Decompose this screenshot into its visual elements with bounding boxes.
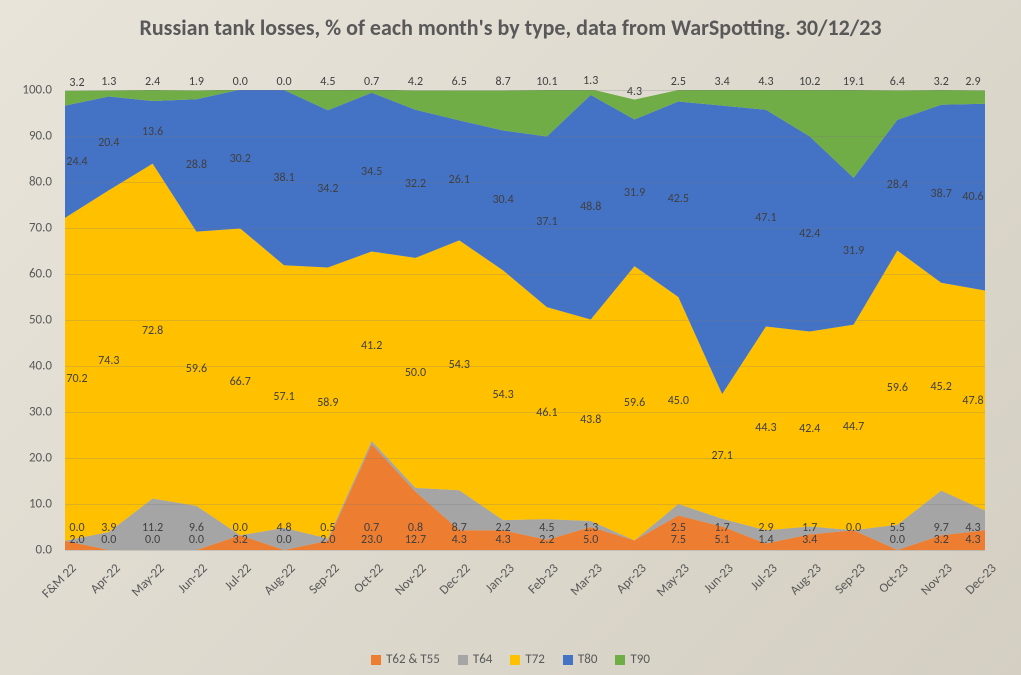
x-tick-label: Jun-23	[701, 561, 736, 596]
y-tick-label: 70.0	[29, 221, 52, 236]
x-tick-label: Dec-22	[437, 561, 474, 598]
y-tick-label: 40.0	[29, 359, 52, 374]
x-tick-label: Jul-22	[222, 561, 255, 594]
y-tick-label: 60.0	[29, 267, 52, 282]
y-tick-label: 50.0	[29, 313, 52, 328]
data-label: 1.3	[101, 75, 116, 89]
gridline	[65, 412, 985, 413]
legend-item: T90	[615, 652, 650, 667]
gridline	[65, 504, 985, 505]
legend-label: T72	[525, 652, 545, 667]
legend-swatch	[615, 655, 625, 665]
plot-area: 2.00.00.00.03.20.02.023.012.74.34.32.25.…	[65, 90, 985, 550]
gridline	[65, 136, 985, 137]
legend-label: T62 & T55	[386, 652, 440, 667]
data-label: 10.2	[799, 75, 820, 89]
data-label: 10.1	[536, 75, 557, 89]
y-axis: 0.010.020.030.040.050.060.070.080.090.01…	[0, 90, 60, 550]
gridline	[65, 458, 985, 459]
x-tick-label: Aug-22	[261, 561, 298, 598]
x-tick-label: Oct-22	[351, 561, 387, 597]
x-tick-label: Dec-23	[963, 561, 1000, 598]
x-tick-label: Mar-23	[567, 561, 605, 599]
x-tick-label: Oct-23	[876, 561, 912, 597]
data-label: 4.3	[758, 75, 773, 89]
legend-item: T80	[563, 652, 598, 667]
data-label: 4.5	[320, 75, 335, 89]
x-tick-label: Jun-22	[176, 561, 211, 596]
x-axis: F&M 22Apr-22May-22Jun-22Jul-22Aug-22Sep-…	[65, 555, 985, 635]
legend-item: T72	[510, 652, 545, 667]
data-label: 0.0	[233, 75, 248, 89]
x-tick-label: F&M 22	[39, 561, 79, 601]
x-tick-label: Sep-23	[832, 561, 868, 597]
chart-title: Russian tank losses, % of each month's b…	[0, 14, 1021, 42]
legend-swatch	[510, 655, 520, 665]
gridline	[65, 182, 985, 183]
gridline	[65, 550, 985, 551]
y-tick-label: 20.0	[29, 451, 52, 466]
x-tick-label: May-23	[654, 561, 693, 600]
x-tick-label: Jan-23	[483, 561, 518, 596]
legend-swatch	[371, 655, 381, 665]
data-label: 6.5	[452, 75, 467, 89]
data-label: 19.1	[843, 75, 864, 89]
gridline	[65, 228, 985, 229]
legend-label: T80	[578, 652, 598, 667]
data-label: 3.2	[934, 75, 949, 89]
data-label: 4.2	[408, 75, 423, 89]
legend: T62 & T55 T64 T72 T80 T90	[0, 652, 1021, 667]
x-tick-label: Apr-22	[88, 561, 124, 597]
data-label: 6.4	[890, 75, 905, 89]
gridline	[65, 90, 985, 91]
gridline	[65, 320, 985, 321]
x-tick-label: May-22	[128, 561, 167, 600]
x-tick-label: Nov-22	[393, 561, 430, 598]
y-tick-label: 100.0	[22, 83, 52, 98]
data-label: 1.3	[583, 74, 598, 88]
data-label: 8.7	[495, 75, 510, 89]
y-tick-label: 90.0	[29, 129, 52, 144]
gridline	[65, 366, 985, 367]
legend-swatch	[563, 655, 573, 665]
data-label: 1.9	[189, 75, 204, 89]
chart-container: Russian tank losses, % of each month's b…	[0, 0, 1021, 675]
data-label: 2.4	[145, 75, 160, 89]
x-tick-label: Sep-22	[306, 561, 342, 597]
y-tick-label: 10.0	[29, 497, 52, 512]
data-label: 2.5	[671, 75, 686, 89]
legend-item: T62 & T55	[371, 652, 440, 667]
legend-item: T64	[458, 652, 493, 667]
legend-swatch	[458, 655, 468, 665]
y-tick-label: 0.0	[36, 543, 52, 558]
legend-label: T64	[473, 652, 493, 667]
x-tick-label: Feb-23	[525, 561, 561, 597]
data-label: 3.4	[715, 75, 730, 89]
gridline	[65, 274, 985, 275]
x-tick-label: Nov-23	[918, 561, 955, 598]
x-tick-label: Aug-23	[787, 561, 824, 598]
data-label: 0.7	[364, 75, 379, 89]
x-tick-label: Jul-23	[748, 561, 781, 594]
data-label: 3.2	[69, 76, 84, 90]
legend-label: T90	[630, 652, 650, 667]
y-tick-label: 30.0	[29, 405, 52, 420]
data-label: 2.9	[965, 75, 980, 89]
y-tick-label: 80.0	[29, 175, 52, 190]
data-label: 0.0	[276, 75, 291, 89]
x-tick-label: Apr-23	[613, 561, 649, 597]
